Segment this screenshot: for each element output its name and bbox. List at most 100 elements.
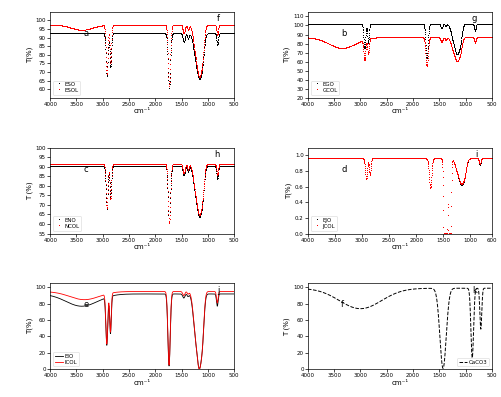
ICOL [216, 289, 222, 294]
CaCO3 [304, 287, 310, 291]
Line: NCOL: NCOL [50, 164, 234, 225]
GCOL [488, 36, 494, 40]
ENO [231, 164, 237, 169]
EIO [220, 291, 226, 296]
NCOL [69, 162, 75, 167]
GCOL [477, 36, 483, 40]
EIO [156, 291, 162, 296]
JCOL [327, 157, 333, 162]
ENO [184, 169, 190, 174]
X-axis label: cm⁻¹: cm⁻¹ [133, 380, 150, 386]
ENO [47, 164, 53, 169]
ESO [47, 32, 53, 37]
ENO [230, 164, 236, 169]
GCOL [423, 65, 429, 69]
ESOL [230, 23, 236, 28]
EIO [216, 292, 222, 297]
ENO [68, 164, 74, 169]
CaCO3 [488, 286, 494, 291]
NCOL [47, 162, 53, 167]
NCOL [118, 162, 124, 167]
Y-axis label: T(%): T(%) [26, 47, 33, 63]
GCOL [441, 38, 447, 43]
ESO [69, 32, 75, 37]
ESO [118, 32, 124, 37]
CaCO3 [343, 302, 349, 307]
EIO [47, 293, 53, 298]
NCOL [166, 222, 172, 226]
Y-axis label: T (%): T (%) [284, 317, 290, 335]
NCOL [184, 167, 190, 172]
X-axis label: cm⁻¹: cm⁻¹ [391, 380, 408, 386]
EGO [487, 22, 493, 27]
Y-axis label: T(%): T(%) [284, 47, 290, 63]
Text: h: h [214, 150, 219, 159]
NCOL [230, 162, 236, 167]
CaCO3 [371, 302, 377, 307]
EIO [196, 366, 202, 371]
EJO [326, 157, 332, 162]
Legend: ESO, ESOL: ESO, ESOL [53, 81, 80, 95]
Line: ESO: ESO [50, 34, 234, 90]
JCOL [374, 157, 380, 162]
EGO [326, 22, 332, 27]
Text: j: j [217, 286, 219, 295]
EGO [327, 22, 333, 27]
Text: i: i [474, 150, 476, 159]
GCOL [304, 36, 310, 41]
Line: ICOL: ICOL [50, 291, 234, 369]
ENO [69, 164, 75, 169]
X-axis label: cm⁻¹: cm⁻¹ [133, 108, 150, 114]
Legend: ENO, NCOL: ENO, NCOL [53, 216, 81, 231]
JCOL [378, 157, 384, 162]
ICOL [134, 289, 140, 294]
EJO [440, 231, 446, 236]
EIO [114, 293, 120, 297]
EGO [372, 22, 378, 27]
JCOL [304, 157, 310, 162]
Legend: CaCO3: CaCO3 [456, 358, 488, 366]
GCOL [372, 36, 378, 41]
X-axis label: cm⁻¹: cm⁻¹ [391, 244, 408, 250]
ENO [114, 164, 120, 169]
ENO [166, 222, 172, 226]
Text: c: c [83, 165, 88, 174]
EGO [488, 22, 494, 27]
ESOL [231, 23, 237, 28]
CaCO3 [421, 286, 427, 291]
NCOL [231, 162, 237, 167]
Text: f: f [216, 14, 219, 23]
EJO [492, 157, 498, 162]
Line: EIO: EIO [50, 294, 234, 369]
EJO [327, 157, 333, 162]
Y-axis label: T(%): T(%) [285, 182, 292, 199]
X-axis label: cm⁻¹: cm⁻¹ [133, 244, 150, 250]
ESO [68, 32, 74, 37]
Y-axis label: T (%): T (%) [26, 181, 33, 200]
EIO [164, 310, 170, 315]
Line: ENO: ENO [50, 166, 234, 225]
ESOL [114, 23, 120, 28]
X-axis label: cm⁻¹: cm⁻¹ [391, 108, 408, 114]
GCOL [326, 42, 332, 47]
GCOL [376, 36, 382, 41]
EJO [304, 157, 310, 162]
EIO [134, 292, 140, 297]
ESOL [47, 23, 53, 28]
EJO [374, 157, 380, 162]
EGO [441, 25, 447, 29]
Text: e: e [83, 301, 88, 310]
CaCO3 [391, 291, 397, 296]
ICOL [47, 290, 53, 295]
ESOL [220, 23, 226, 28]
ESOL [118, 23, 124, 28]
ICOL [164, 308, 170, 313]
Legend: EJO, JCOL: EJO, JCOL [310, 216, 336, 231]
JCOL [440, 231, 446, 236]
CaCO3 [413, 286, 419, 291]
Text: f: f [340, 301, 343, 310]
Y-axis label: T(%): T(%) [26, 318, 33, 334]
ESO [184, 36, 190, 41]
Text: d: d [340, 165, 346, 174]
CaCO3 [439, 366, 445, 371]
